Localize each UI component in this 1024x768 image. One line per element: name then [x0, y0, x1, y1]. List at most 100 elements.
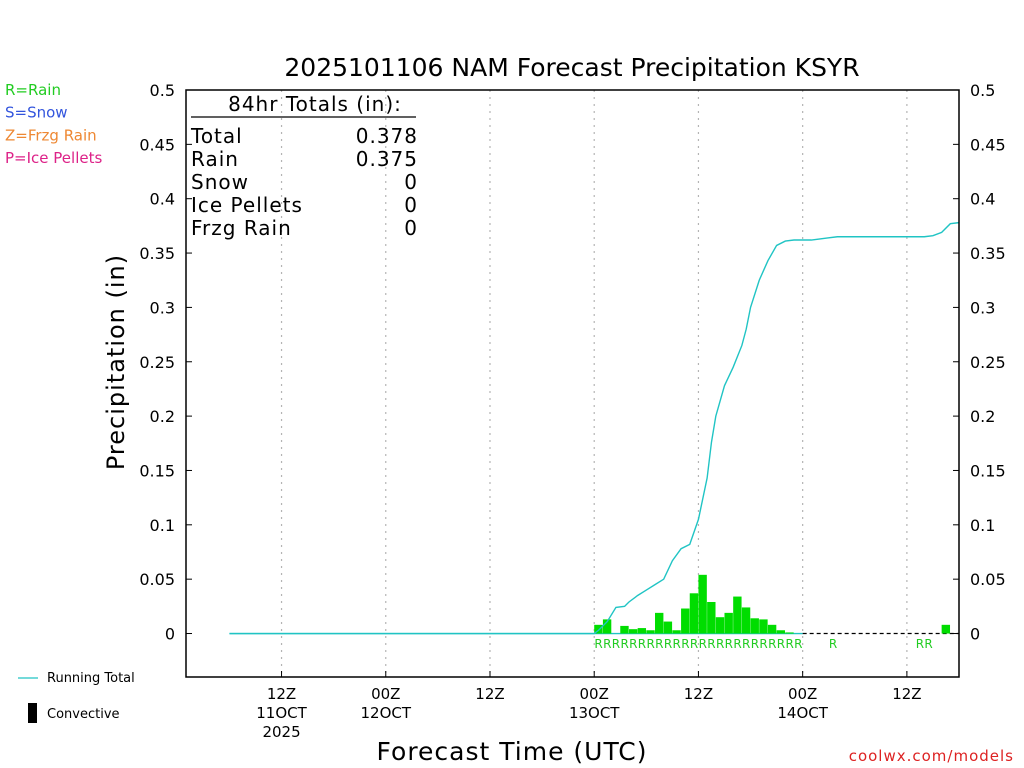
precip-bar: [637, 628, 647, 634]
precip-type-letter: R: [603, 637, 611, 651]
totals-row-value: 0: [404, 193, 418, 217]
y-tick-label: 0.45: [970, 135, 1006, 154]
type-legend-entry: R=Rain: [5, 81, 61, 99]
x-tick-label: 14OCT: [777, 704, 828, 722]
type-legend-entry: Z=Frzg Rain: [5, 126, 97, 144]
running-total-legend: Running Total: [18, 671, 135, 686]
precip-bar: [689, 593, 699, 634]
running-total-series: [229, 221, 960, 635]
credit-text: coolwx.com/models: [849, 747, 1014, 765]
convective-legend-swatch: [28, 703, 37, 723]
precip-type-letter: R: [924, 637, 932, 651]
precip-type-letter: R: [916, 637, 924, 651]
precip-bar: [941, 624, 951, 634]
y-tick-label: 0.4: [970, 190, 995, 209]
plot-frame: [185, 89, 960, 678]
precip-bar: [698, 574, 707, 634]
precip-bar: [759, 619, 768, 634]
precip-type-letter: R: [673, 637, 681, 651]
y-tick-label: 0.25: [970, 353, 1006, 372]
precip-type-letter: R: [664, 637, 672, 651]
x-tick-label: 11OCT: [256, 704, 307, 722]
y-axis-left: 0 0.05 0.1 0.15 0.2 0.25 0.3 0.35 0.4 0.45 0.5: [139, 81, 192, 644]
totals-row-value: 0.375: [356, 147, 418, 171]
precip-bar: [628, 629, 638, 634]
y-tick-label: 0.4: [150, 190, 175, 209]
precip-type-letter: R: [646, 637, 654, 651]
y-tick-label: 0.45: [139, 135, 175, 154]
precip-type-letter: R: [681, 637, 689, 651]
precip-type-letter: R: [638, 637, 646, 651]
precip-bar: [681, 608, 690, 634]
precip-bar: [715, 617, 725, 634]
x-tick-label: 12Z: [267, 685, 296, 703]
convective-legend: Convective: [28, 703, 120, 723]
y-tick-label: 0: [165, 625, 175, 644]
precip-type-letter: R: [725, 637, 733, 651]
precip-type-letter: R: [716, 637, 724, 651]
y-tick-label: 0.2: [970, 407, 995, 426]
x-tick-label: 2025: [262, 723, 300, 741]
grid: [229, 90, 959, 677]
precip-type-letter: R: [742, 637, 750, 651]
x-tick-label: 12OCT: [360, 704, 411, 722]
precip-type-letter: R: [707, 637, 715, 651]
y-tick-label: 0.35: [970, 244, 1006, 263]
precip-type-letter: R: [655, 637, 663, 651]
precip-bar: [707, 601, 716, 634]
totals-row-label: Rain: [191, 147, 239, 171]
precip-bar: [741, 607, 751, 634]
precip-bar: [724, 612, 733, 634]
precip-type-letter: R: [768, 637, 776, 651]
y-tick-label: 0.15: [139, 461, 175, 480]
x-axis-label: Forecast Time (UTC): [377, 737, 648, 766]
totals-row-value: 0.378: [356, 124, 418, 148]
running-total-line: [229, 221, 960, 635]
x-tick-label: 12Z: [892, 685, 921, 703]
totals-box: 84hr Totals (in): Total 0.378 Rain 0.375 Snow…: [190, 92, 418, 240]
precip-type-letter: R: [777, 637, 785, 651]
y-axis-right: 0 0.05 0.1 0.15 0.2 0.25 0.3 0.35 0.4 0.45 0.5: [953, 81, 1006, 644]
chart-title: 2025101106 NAM Forecast Precipitation KS…: [284, 53, 859, 82]
y-tick-label: 0.05: [139, 570, 175, 589]
x-tick-label: 12Z: [684, 685, 713, 703]
y-tick-label: 0.3: [970, 298, 995, 317]
precip-type-letter: R: [785, 637, 793, 651]
precip-bar: [750, 618, 759, 634]
type-legend-entry: P=Ice Pellets: [5, 149, 102, 167]
y-tick-label: 0.5: [970, 81, 995, 100]
precip-type-letter: R: [829, 637, 837, 651]
running-total-legend-label: Running Total: [47, 671, 135, 686]
precip-bar: [776, 630, 785, 634]
y-tick-label: 0.2: [150, 407, 175, 426]
x-tick-label: 13OCT: [569, 704, 620, 722]
totals-header: 84hr Totals (in):: [228, 92, 402, 116]
x-tick-label: 00Z: [580, 685, 609, 703]
precip-bar: [672, 630, 681, 634]
y-tick-label: 0.5: [150, 81, 175, 100]
x-tick-label: 00Z: [371, 685, 400, 703]
precip-type-letter: R: [699, 637, 707, 651]
y-tick-label: 0.1: [970, 516, 995, 535]
precip-bar: [655, 612, 664, 634]
totals-row-label: Snow: [191, 170, 249, 194]
y-tick-label: 0.35: [139, 244, 175, 263]
precip-bar: [646, 630, 655, 634]
precip-type-letter: R: [594, 637, 602, 651]
convective-legend-label: Convective: [47, 707, 120, 722]
totals-row-value: 0: [404, 170, 418, 194]
precip-type-letter: R: [733, 637, 741, 651]
precip-bar: [785, 632, 794, 634]
precip-bar: [767, 624, 777, 634]
precip-bar: [733, 596, 742, 634]
y-tick-label: 0.05: [970, 570, 1006, 589]
precip-bar: [620, 625, 629, 634]
precip-type-letter: R: [794, 637, 802, 651]
precip-type-letter: R: [690, 637, 698, 651]
totals-row-value: 0: [404, 216, 418, 240]
precip-type-letter: R: [629, 637, 637, 651]
precip-type-letter: R: [612, 637, 620, 651]
